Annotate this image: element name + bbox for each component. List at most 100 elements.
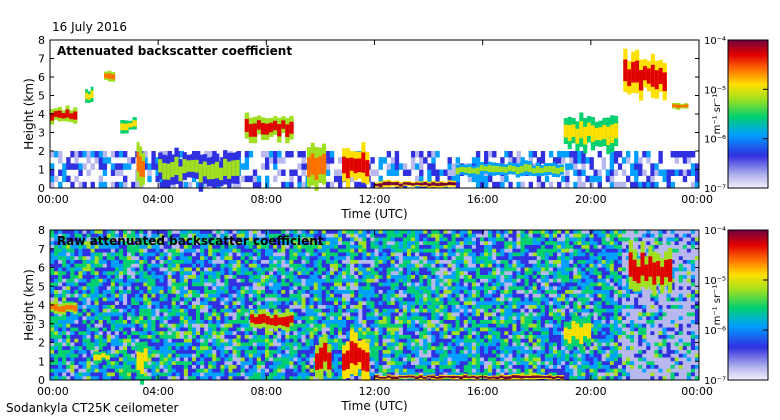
noise-cell [62, 282, 67, 287]
noise-cell [431, 271, 436, 276]
noise-cell [297, 151, 302, 158]
noise-cell [244, 151, 250, 158]
noise-cell [171, 293, 177, 298]
noise-cell [127, 357, 132, 362]
noise-cell [82, 278, 87, 283]
noise-cell [187, 327, 193, 332]
noise-cell [451, 312, 456, 317]
noise-cell [435, 372, 440, 377]
noise-cell [196, 245, 201, 250]
noise-cell [337, 248, 343, 253]
noise-cell [589, 157, 594, 164]
noise-cell [394, 320, 400, 325]
noise-cell [281, 342, 286, 347]
noise-cell [297, 237, 302, 242]
noise-cell [439, 252, 444, 257]
noise-cell [378, 157, 383, 164]
cloud-cell-core [402, 182, 408, 185]
noise-cell [386, 350, 392, 355]
noise-cell [333, 346, 339, 351]
noise-cell [240, 248, 245, 253]
noise-cell [273, 372, 278, 377]
noise-cell [346, 320, 351, 325]
noise-cell [423, 346, 428, 351]
noise-cell [378, 368, 383, 373]
noise-cell [297, 338, 302, 343]
noise-cell [224, 376, 229, 381]
noise-cell [293, 365, 298, 370]
noise-cell [155, 245, 160, 250]
noise-cell [102, 301, 108, 306]
noise-cell [127, 308, 132, 313]
noise-cell [58, 297, 63, 302]
noise-cell [187, 372, 193, 377]
noise-cell [82, 316, 87, 321]
noise-cell [435, 278, 440, 283]
noise-cell [415, 316, 420, 321]
noise-cell [297, 181, 302, 189]
noise-cell [212, 338, 217, 343]
noise-cell [102, 278, 108, 283]
noise-cell [358, 245, 363, 250]
noise-cell [171, 368, 177, 373]
noise-cell [447, 312, 452, 317]
noise-cell [106, 245, 112, 250]
noise-cell [260, 342, 266, 347]
noise-cell [78, 316, 83, 321]
noise-cell [285, 286, 290, 291]
noise-cell [358, 316, 363, 321]
noise-cell [191, 357, 197, 362]
noise-cell [439, 327, 444, 332]
noise-cell [305, 237, 310, 242]
noise-cell [236, 305, 241, 310]
cloud-cell-core [531, 168, 537, 174]
noise-cell [118, 323, 124, 328]
noise-cell [244, 376, 250, 381]
noise-cell [256, 342, 262, 347]
noise-cell [123, 368, 128, 373]
noise-cell [439, 169, 444, 176]
noise-cell [123, 175, 128, 183]
noise-cell [342, 245, 347, 250]
noise-cell [167, 237, 172, 242]
noise-cell [159, 368, 164, 373]
noise-cell [78, 181, 83, 189]
noise-cell [411, 368, 416, 373]
noise-cell [220, 241, 225, 246]
noise-cell [419, 169, 424, 176]
noise-cell [78, 260, 83, 265]
noise-cell [244, 361, 250, 366]
noise-cell [690, 181, 696, 189]
noise-cell [244, 327, 250, 332]
noise-cell [325, 163, 331, 170]
noise-cell [200, 331, 205, 336]
noise-cell [212, 237, 217, 242]
noise-cell [337, 282, 343, 287]
noise-cell [90, 353, 95, 358]
noise-cell [98, 301, 104, 306]
noise-cell [248, 353, 254, 358]
cloud-cell-core [322, 153, 327, 175]
noise-cell [236, 233, 241, 238]
noise-cell [386, 308, 392, 313]
noise-cell [66, 275, 71, 280]
noise-cell [378, 372, 383, 377]
noise-cell [605, 169, 611, 176]
noise-cell [240, 256, 245, 261]
noise-cell [220, 335, 225, 340]
noise-cell [329, 286, 335, 291]
noise-cell [224, 263, 229, 268]
noise-cell [269, 346, 274, 351]
noise-cell [58, 169, 63, 176]
noise-cell [78, 256, 83, 261]
noise-cell [374, 260, 379, 265]
noise-cell [617, 151, 623, 158]
noise-cell [151, 346, 156, 351]
noise-cell [427, 275, 432, 280]
noise-cell [90, 245, 95, 250]
noise-cell [447, 323, 452, 328]
noise-cell [281, 290, 286, 295]
noise-cell [273, 230, 278, 235]
noise-cell [147, 357, 152, 362]
noise-cell [139, 260, 144, 265]
